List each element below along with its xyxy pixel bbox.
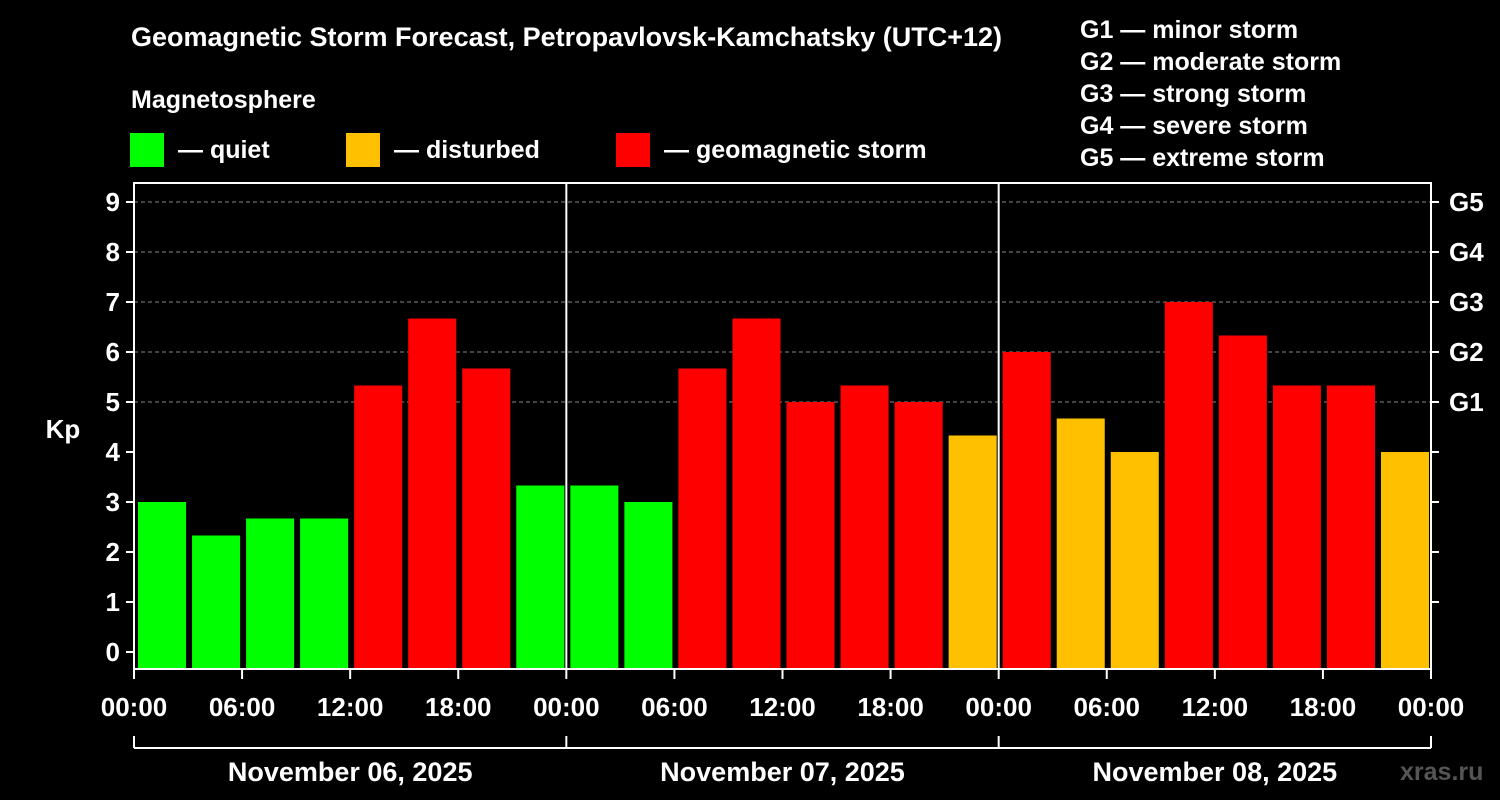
legend-swatch-quiet [130, 133, 164, 167]
kp-bar [948, 435, 997, 669]
y-tick-label: 5 [106, 387, 120, 417]
x-tick-label: 12:00 [317, 692, 384, 722]
x-tick-label: 12:00 [749, 692, 816, 722]
kp-bar [1218, 335, 1267, 669]
y-tick-label: 6 [106, 337, 120, 367]
watermark: xras.ru [1400, 758, 1484, 786]
kp-bar [840, 385, 889, 669]
y-tick-label: 3 [106, 487, 120, 517]
x-tick-label: 18:00 [1290, 692, 1357, 722]
storm-scale-g3: G3 — strong storm [1080, 80, 1307, 108]
kp-bar [894, 402, 943, 669]
y-tick-label: 0 [106, 637, 120, 667]
g-scale-label: G2 [1449, 337, 1484, 367]
y-tick-label: 1 [106, 587, 120, 617]
kp-bar [624, 502, 673, 669]
y-tick-label: 7 [106, 287, 120, 317]
storm-scale-g2: G2 — moderate storm [1080, 48, 1342, 76]
g-scale-label: G4 [1449, 237, 1484, 267]
legend-disturbed: — disturbed [346, 133, 540, 167]
kp-bar [462, 368, 511, 669]
day-label: November 07, 2025 [660, 757, 905, 787]
storm-scale-g1: G1 — minor storm [1080, 16, 1299, 44]
day-label: November 06, 2025 [228, 757, 473, 787]
kp-bar [408, 318, 457, 669]
kp-bar [1110, 452, 1159, 669]
legend-heading: Magnetosphere [131, 86, 316, 114]
kp-bar [1056, 418, 1105, 669]
kp-bar [192, 535, 241, 669]
x-tick-label: 12:00 [1182, 692, 1249, 722]
kp-bar [1272, 385, 1321, 669]
kp-bar [354, 385, 403, 669]
y-axis-label: Kp [46, 414, 81, 444]
kp-bar [138, 502, 187, 669]
storm-scale-g5: G5 — extreme storm [1080, 144, 1325, 172]
kp-bar [1002, 352, 1051, 669]
x-tick-label: 18:00 [425, 692, 492, 722]
x-tick-label: 00:00 [965, 692, 1032, 722]
kp-bar [516, 485, 565, 669]
g-scale-label: G3 [1449, 287, 1484, 317]
x-tick-label: 00:00 [101, 692, 168, 722]
legend-label-storm: — geomagnetic storm [664, 135, 927, 164]
kp-bar [300, 518, 349, 669]
x-tick-label: 18:00 [857, 692, 924, 722]
x-tick-label: 06:00 [641, 692, 708, 722]
x-tick-label: 06:00 [209, 692, 276, 722]
kp-bar [1164, 302, 1213, 669]
legend-quiet: — quiet [130, 133, 270, 167]
legend-storm: — geomagnetic storm [616, 133, 927, 167]
kp-bar [732, 318, 781, 669]
kp-bar [570, 485, 619, 669]
kp-bar [1380, 452, 1429, 669]
g-scale-label: G5 [1449, 187, 1484, 217]
chart-title: Geomagnetic Storm Forecast, Petropavlovs… [131, 22, 1003, 52]
legend-label-quiet: — quiet [178, 135, 270, 164]
g-scale-label: G1 [1449, 387, 1484, 417]
y-tick-label: 2 [106, 537, 120, 567]
x-tick-label: 06:00 [1074, 692, 1141, 722]
y-tick-label: 4 [106, 437, 121, 467]
kp-bar [1326, 385, 1375, 669]
legend-swatch-disturbed [346, 133, 380, 167]
y-tick-label: 9 [106, 187, 120, 217]
kp-bar [678, 368, 727, 669]
y-tick-label: 8 [106, 237, 120, 267]
legend-swatch-storm [616, 133, 650, 167]
storm-scale-g4: G4 — severe storm [1080, 112, 1308, 140]
x-tick-label: 00:00 [1398, 692, 1465, 722]
legend-label-disturbed: — disturbed [394, 135, 540, 164]
storm-scale-list: G1 — minor storm G2 — moderate storm G3 … [1080, 14, 1341, 174]
x-tick-label: 00:00 [533, 692, 600, 722]
day-label: November 08, 2025 [1093, 757, 1338, 787]
kp-bar [246, 518, 295, 669]
kp-bar [786, 402, 835, 669]
